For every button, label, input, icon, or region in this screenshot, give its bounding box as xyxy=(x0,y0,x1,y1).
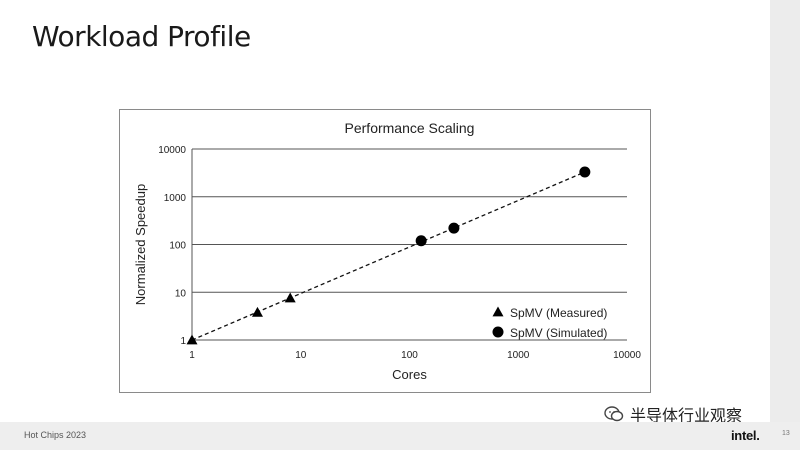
x-tick-label: 10 xyxy=(295,350,307,361)
x-axis-label: Cores xyxy=(392,367,427,382)
footer-conference: Hot Chips 2023 xyxy=(24,430,87,440)
intel-logo: intel. xyxy=(731,428,760,443)
legend-label: SpMV (Measured) xyxy=(510,306,607,320)
performance-scaling-chart: Performance Scaling 1 10 100 1000 10000 1 10 100… xyxy=(133,120,641,382)
y-axis-label: Normalized Speedup xyxy=(133,184,148,305)
chart-title: Performance Scaling xyxy=(345,120,475,136)
y-tick-label: 10 xyxy=(175,288,187,299)
data-point-simulated xyxy=(448,222,460,234)
watermark-text: 半导体行业观察 xyxy=(630,406,743,425)
y-tick-label: 10000 xyxy=(158,145,186,156)
slide-title: Workload Profile xyxy=(32,20,251,53)
y-tick-label: 100 xyxy=(169,241,186,252)
data-point-measured xyxy=(284,292,296,303)
data-point-measured xyxy=(186,334,198,345)
data-point-simulated xyxy=(415,235,427,247)
watermark: 半导体行业观察 xyxy=(604,402,742,426)
data-point-measured xyxy=(251,306,263,317)
legend-marker xyxy=(492,326,504,338)
y-tick-label: 1 xyxy=(180,336,186,347)
x-tick-label: 10000 xyxy=(613,350,641,361)
legend-label: SpMV (Simulated) xyxy=(510,326,607,340)
data-point-simulated xyxy=(579,166,591,178)
page-number: 13 xyxy=(782,430,790,437)
chart-frame: Performance Scaling 1 10 100 1000 10000 1 10 100… xyxy=(119,109,651,393)
x-tick-label: 1000 xyxy=(507,350,530,361)
footer-bar xyxy=(0,422,800,450)
legend-marker xyxy=(492,306,504,317)
y-tick-label: 1000 xyxy=(164,193,187,204)
x-tick-label: 100 xyxy=(401,350,418,361)
wechat-icon xyxy=(604,406,624,422)
right-margin-band xyxy=(770,0,800,450)
x-tick-label: 1 xyxy=(189,350,195,361)
